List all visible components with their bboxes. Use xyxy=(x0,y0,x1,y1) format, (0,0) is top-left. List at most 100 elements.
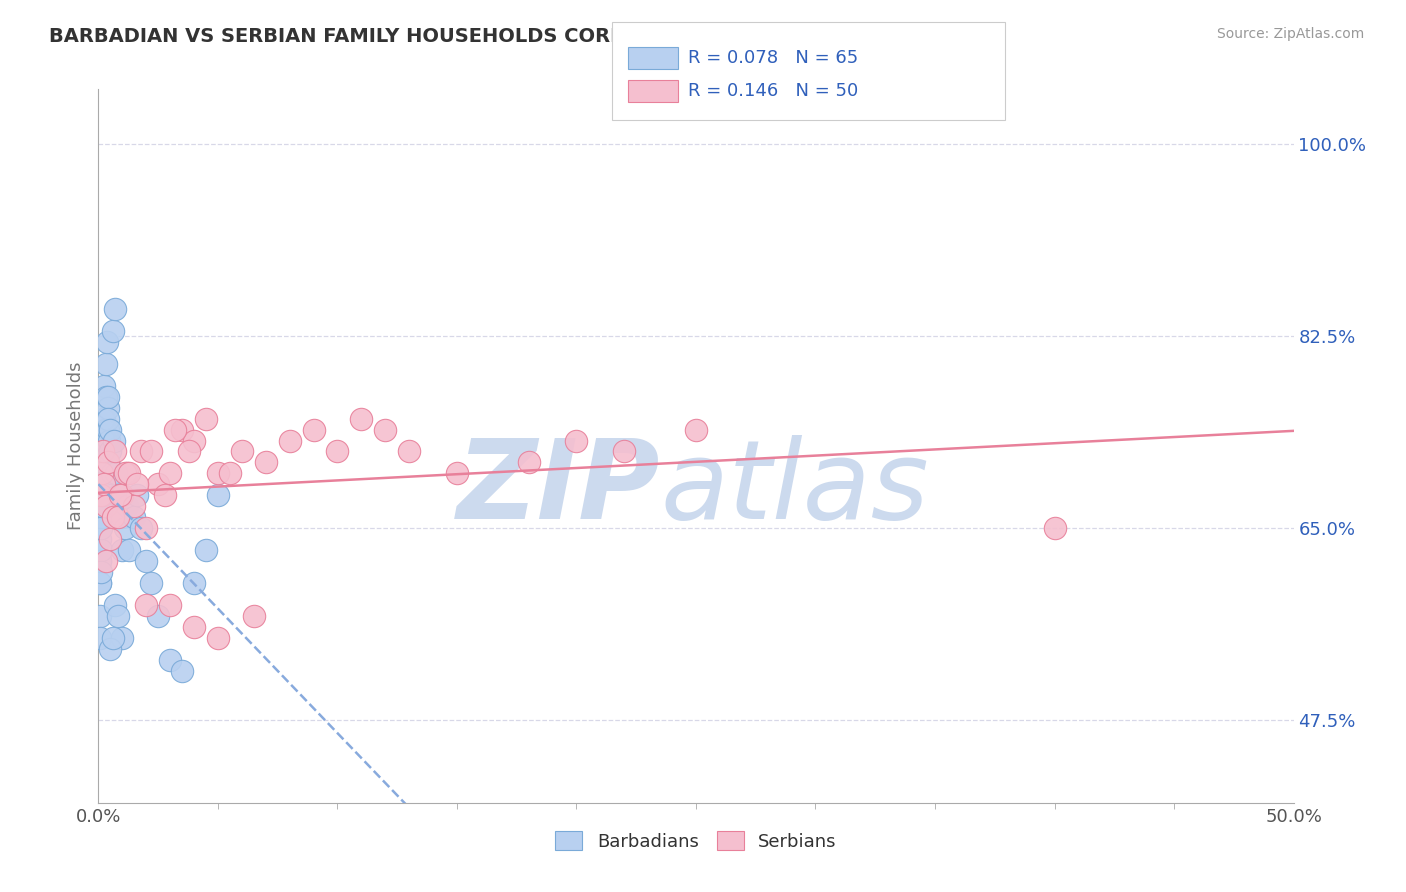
Point xyxy=(97,390,120,404)
Point xyxy=(103,434,125,448)
Point xyxy=(90,500,112,514)
Point xyxy=(685,423,707,437)
Point xyxy=(89,609,111,624)
Legend: Barbadians, Serbians: Barbadians, Serbians xyxy=(548,824,844,858)
Point xyxy=(517,455,540,469)
Point xyxy=(94,500,117,514)
Point xyxy=(91,444,114,458)
Point xyxy=(135,598,157,612)
Point xyxy=(125,488,148,502)
Point xyxy=(90,488,112,502)
Point xyxy=(1043,521,1066,535)
Point xyxy=(115,467,138,481)
Point xyxy=(148,477,170,491)
Point xyxy=(159,653,181,667)
Point xyxy=(446,467,468,481)
Point xyxy=(398,444,420,458)
Point xyxy=(98,444,121,458)
Point xyxy=(94,423,117,437)
Point xyxy=(93,411,115,425)
Text: R = 0.146   N = 50: R = 0.146 N = 50 xyxy=(688,82,858,100)
Point xyxy=(124,510,146,524)
Point xyxy=(183,620,205,634)
Point xyxy=(115,500,138,514)
Point xyxy=(148,609,170,624)
Point xyxy=(111,510,134,524)
Point xyxy=(89,554,111,568)
Point xyxy=(104,301,127,316)
Point xyxy=(131,521,153,535)
Text: Source: ZipAtlas.com: Source: ZipAtlas.com xyxy=(1216,27,1364,41)
Point xyxy=(91,488,114,502)
Point xyxy=(105,467,128,481)
Point xyxy=(374,423,396,437)
Point xyxy=(91,444,114,458)
Point xyxy=(93,434,115,448)
Point xyxy=(98,533,122,547)
Y-axis label: Family Households: Family Households xyxy=(66,362,84,530)
Point xyxy=(172,423,194,437)
Text: R = 0.078   N = 65: R = 0.078 N = 65 xyxy=(688,49,858,67)
Point xyxy=(118,467,141,481)
Point xyxy=(97,411,120,425)
Point xyxy=(104,444,127,458)
Point xyxy=(139,444,162,458)
Point xyxy=(207,488,229,502)
Point xyxy=(613,444,636,458)
Point xyxy=(124,500,146,514)
Point xyxy=(107,510,129,524)
Point xyxy=(155,488,177,502)
Point xyxy=(219,467,242,481)
Point xyxy=(111,488,134,502)
Point xyxy=(135,521,157,535)
Point xyxy=(302,423,325,437)
Point xyxy=(254,455,277,469)
Point xyxy=(231,444,253,458)
Point xyxy=(172,664,194,678)
Point xyxy=(94,434,117,448)
Point xyxy=(101,510,124,524)
Point xyxy=(565,434,588,448)
Point xyxy=(98,423,122,437)
Point xyxy=(90,510,112,524)
Point xyxy=(108,488,131,502)
Point xyxy=(89,631,111,645)
Point xyxy=(195,543,218,558)
Point xyxy=(278,434,301,448)
Point xyxy=(131,444,153,458)
Point xyxy=(96,334,118,349)
Text: atlas: atlas xyxy=(661,435,929,542)
Point xyxy=(93,477,115,491)
Point xyxy=(94,357,117,371)
Point xyxy=(135,554,157,568)
Point xyxy=(108,488,131,502)
Point xyxy=(91,444,114,458)
Point xyxy=(89,576,111,591)
Point xyxy=(207,631,229,645)
Point xyxy=(111,543,134,558)
Point xyxy=(94,390,117,404)
Point xyxy=(159,598,181,612)
Point xyxy=(90,521,112,535)
Point xyxy=(91,500,114,514)
Point xyxy=(114,467,136,481)
Point xyxy=(93,378,115,392)
Point xyxy=(96,401,118,415)
Point xyxy=(90,488,112,502)
Point xyxy=(179,444,201,458)
Point xyxy=(94,554,117,568)
Point xyxy=(89,554,111,568)
Point xyxy=(101,631,124,645)
Point xyxy=(89,576,111,591)
Point xyxy=(243,609,266,624)
Point xyxy=(91,477,114,491)
Text: BARBADIAN VS SERBIAN FAMILY HOUSEHOLDS CORRELATION CHART: BARBADIAN VS SERBIAN FAMILY HOUSEHOLDS C… xyxy=(49,27,799,45)
Point xyxy=(89,521,111,535)
Point xyxy=(183,434,205,448)
Point xyxy=(91,467,114,481)
Point xyxy=(326,444,349,458)
Point xyxy=(89,533,111,547)
Point xyxy=(159,467,181,481)
Point xyxy=(183,576,205,591)
Point xyxy=(91,455,114,469)
